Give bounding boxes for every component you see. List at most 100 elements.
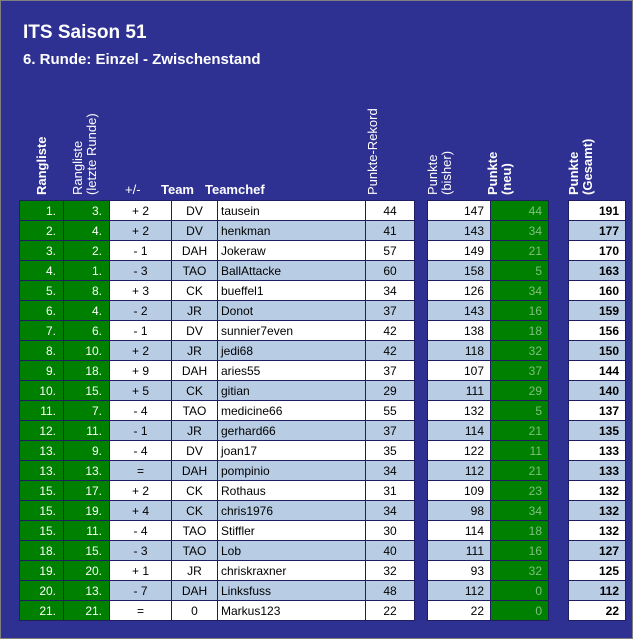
punkte-gesamt-cell: 135 [568, 420, 626, 441]
punkte-neu-cell: 5 [490, 260, 549, 281]
punkte-gesamt-cell: 163 [568, 260, 626, 281]
rank-change-cell: - 3 [109, 260, 172, 281]
rank-cell: 5. [19, 280, 64, 301]
column-gap [414, 480, 428, 501]
previous-rank-cell: 21. [63, 600, 110, 621]
team-cell: DV [171, 220, 218, 241]
team-cell: TAO [171, 260, 218, 281]
rank-cell: 4. [19, 260, 64, 281]
previous-rank-cell: 6. [63, 320, 110, 341]
table-row: 8. 10. + 2 JR jedi68 42 118 32 150 [19, 340, 626, 361]
teamchef-cell: jedi68 [217, 340, 366, 361]
rank-change-cell: - 2 [109, 300, 172, 321]
rank-change-cell: + 2 [109, 220, 172, 241]
column-gap [414, 300, 428, 321]
punkte-neu-cell: 0 [490, 600, 549, 621]
header-punkte-rekord: Punkte-Rekord [365, 108, 380, 195]
punkte-rekord-cell: 60 [365, 260, 415, 281]
team-cell: DAH [171, 240, 218, 261]
punkte-bisher-cell: 114 [427, 420, 491, 441]
rank-change-cell: - 7 [109, 580, 172, 601]
rank-change-cell: = [109, 460, 172, 481]
column-gap [548, 400, 569, 421]
punkte-neu-cell: 21 [490, 460, 549, 481]
header-punkte-neu: Punkte (neu) [485, 151, 514, 195]
rank-change-cell: - 1 [109, 320, 172, 341]
column-gap [414, 380, 428, 401]
teamchef-cell: tausein [217, 200, 366, 221]
column-gap [548, 220, 569, 241]
punkte-bisher-cell: 126 [427, 280, 491, 301]
rank-change-cell: - 3 [109, 540, 172, 561]
punkte-rekord-cell: 37 [365, 420, 415, 441]
previous-rank-cell: 1. [63, 260, 110, 281]
punkte-bisher-cell: 122 [427, 440, 491, 461]
column-gap [548, 260, 569, 281]
column-gap [548, 560, 569, 581]
punkte-gesamt-cell: 170 [568, 240, 626, 261]
team-cell: CK [171, 280, 218, 301]
header-teamchef: Teamchef [205, 182, 265, 197]
teamchef-cell: Stiffler [217, 520, 366, 541]
punkte-neu-cell: 32 [490, 340, 549, 361]
rank-change-cell: + 2 [109, 340, 172, 361]
punkte-rekord-cell: 57 [365, 240, 415, 261]
team-cell: CK [171, 380, 218, 401]
teamchef-cell: bueffel1 [217, 280, 366, 301]
punkte-gesamt-cell: 159 [568, 300, 626, 321]
punkte-neu-cell: 18 [490, 320, 549, 341]
punkte-bisher-cell: 132 [427, 400, 491, 421]
punkte-gesamt-cell: 127 [568, 540, 626, 561]
table-row: 3. 2. - 1 DAH Jokeraw 57 149 21 170 [19, 240, 626, 261]
team-cell: DV [171, 440, 218, 461]
punkte-rekord-cell: 42 [365, 340, 415, 361]
rank-cell: 13. [19, 440, 64, 461]
rank-cell: 12. [19, 420, 64, 441]
punkte-bisher-cell: 138 [427, 320, 491, 341]
punkte-rekord-cell: 34 [365, 280, 415, 301]
punkte-bisher-cell: 112 [427, 460, 491, 481]
rank-change-cell: - 4 [109, 440, 172, 461]
team-cell: CK [171, 500, 218, 521]
team-cell: TAO [171, 400, 218, 421]
column-gap [548, 480, 569, 501]
punkte-neu-cell: 21 [490, 240, 549, 261]
column-gap [548, 420, 569, 441]
teamchef-cell: chriskraxner [217, 560, 366, 581]
column-gap [414, 440, 428, 461]
punkte-neu-cell: 34 [490, 220, 549, 241]
punkte-bisher-cell: 107 [427, 360, 491, 381]
punkte-rekord-cell: 34 [365, 460, 415, 481]
column-gap [548, 580, 569, 601]
rank-cell: 20. [19, 580, 64, 601]
column-gap [548, 460, 569, 481]
punkte-bisher-cell: 112 [427, 580, 491, 601]
rank-change-cell: - 1 [109, 420, 172, 441]
previous-rank-cell: 4. [63, 220, 110, 241]
punkte-rekord-cell: 31 [365, 480, 415, 501]
team-cell: TAO [171, 520, 218, 541]
column-gap [548, 520, 569, 541]
punkte-bisher-cell: 147 [427, 200, 491, 221]
table-row: 15. 11. - 4 TAO Stiffler 30 114 18 132 [19, 520, 626, 541]
punkte-rekord-cell: 29 [365, 380, 415, 401]
teamchef-cell: Lob [217, 540, 366, 561]
column-gap [548, 600, 569, 621]
rank-change-cell: + 3 [109, 280, 172, 301]
rank-change-cell: + 2 [109, 200, 172, 221]
rank-cell: 11. [19, 400, 64, 421]
previous-rank-cell: 2. [63, 240, 110, 261]
table-row: 13. 9. - 4 DV joan17 35 122 11 133 [19, 440, 626, 461]
punkte-gesamt-cell: 132 [568, 520, 626, 541]
rank-cell: 1. [19, 200, 64, 221]
punkte-rekord-cell: 48 [365, 580, 415, 601]
column-gap [414, 240, 428, 261]
punkte-gesamt-cell: 144 [568, 360, 626, 381]
rank-cell: 21. [19, 600, 64, 621]
rank-cell: 8. [19, 340, 64, 361]
teamchef-cell: medicine66 [217, 400, 366, 421]
rank-cell: 15. [19, 480, 64, 501]
column-gap [414, 520, 428, 541]
punkte-gesamt-cell: 160 [568, 280, 626, 301]
punkte-neu-cell: 29 [490, 380, 549, 401]
